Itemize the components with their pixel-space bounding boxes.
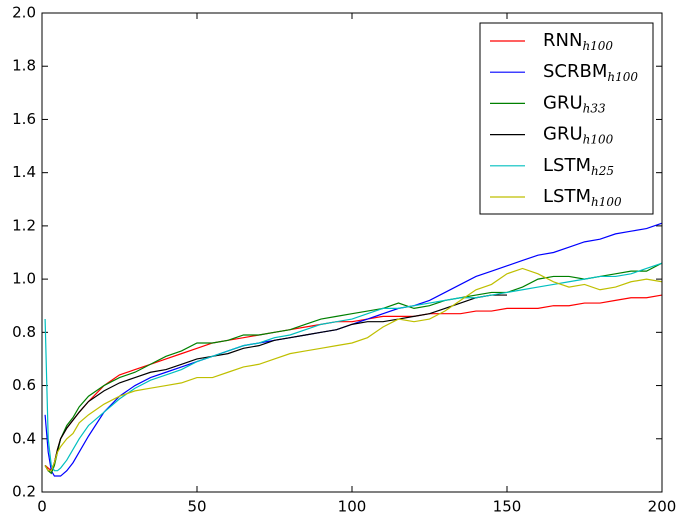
legend-subscript: h100 xyxy=(582,39,613,53)
legend-subscript: h25 xyxy=(591,163,614,177)
plot-frame xyxy=(41,12,663,493)
legend-label: GRUh33 xyxy=(543,92,606,115)
series-line xyxy=(44,294,507,472)
y-tick-label: 1.0 xyxy=(12,270,36,288)
x-tick-label: 50 xyxy=(187,498,206,516)
legend-name: SCRBM xyxy=(543,61,607,82)
legend-box xyxy=(479,22,654,215)
legend-subscript: h100 xyxy=(607,70,638,84)
legend-label: RNNh100 xyxy=(543,30,613,53)
legend-label: GRUh100 xyxy=(543,124,614,147)
x-tick-label: 150 xyxy=(493,498,522,516)
series-line xyxy=(44,267,663,472)
y-tick-label: 0.6 xyxy=(12,376,36,394)
y-tick-label: 2.0 xyxy=(12,4,36,22)
legend-label: LSTMh100 xyxy=(543,186,622,209)
y-tick-label: 0.2 xyxy=(12,483,36,501)
x-tick-label: 100 xyxy=(338,498,367,516)
legend-name: GRU xyxy=(543,124,583,145)
y-tick-label: 1.6 xyxy=(12,110,36,128)
legend-name: RNN xyxy=(543,30,582,51)
x-tick-label: 200 xyxy=(648,498,677,516)
legend-label: SCRBMh100 xyxy=(543,61,638,84)
legend-subscript: h100 xyxy=(591,195,622,209)
legend-name: GRU xyxy=(543,92,583,113)
legend-label: LSTMh25 xyxy=(543,155,614,178)
series-line xyxy=(44,262,663,475)
legend-subscript: h100 xyxy=(583,132,614,146)
y-tick-label: 1.2 xyxy=(12,216,36,234)
y-tick-label: 0.8 xyxy=(12,323,36,341)
x-tick-label: 0 xyxy=(37,498,47,516)
y-tick-label: 0.4 xyxy=(12,429,36,447)
y-tick-label: 1.8 xyxy=(12,57,36,75)
series-line xyxy=(44,262,663,472)
legend-subscript: h33 xyxy=(583,101,606,115)
legend-name: LSTM xyxy=(543,186,591,207)
y-tick-label: 1.4 xyxy=(12,163,36,181)
legend-name: LSTM xyxy=(543,155,591,176)
